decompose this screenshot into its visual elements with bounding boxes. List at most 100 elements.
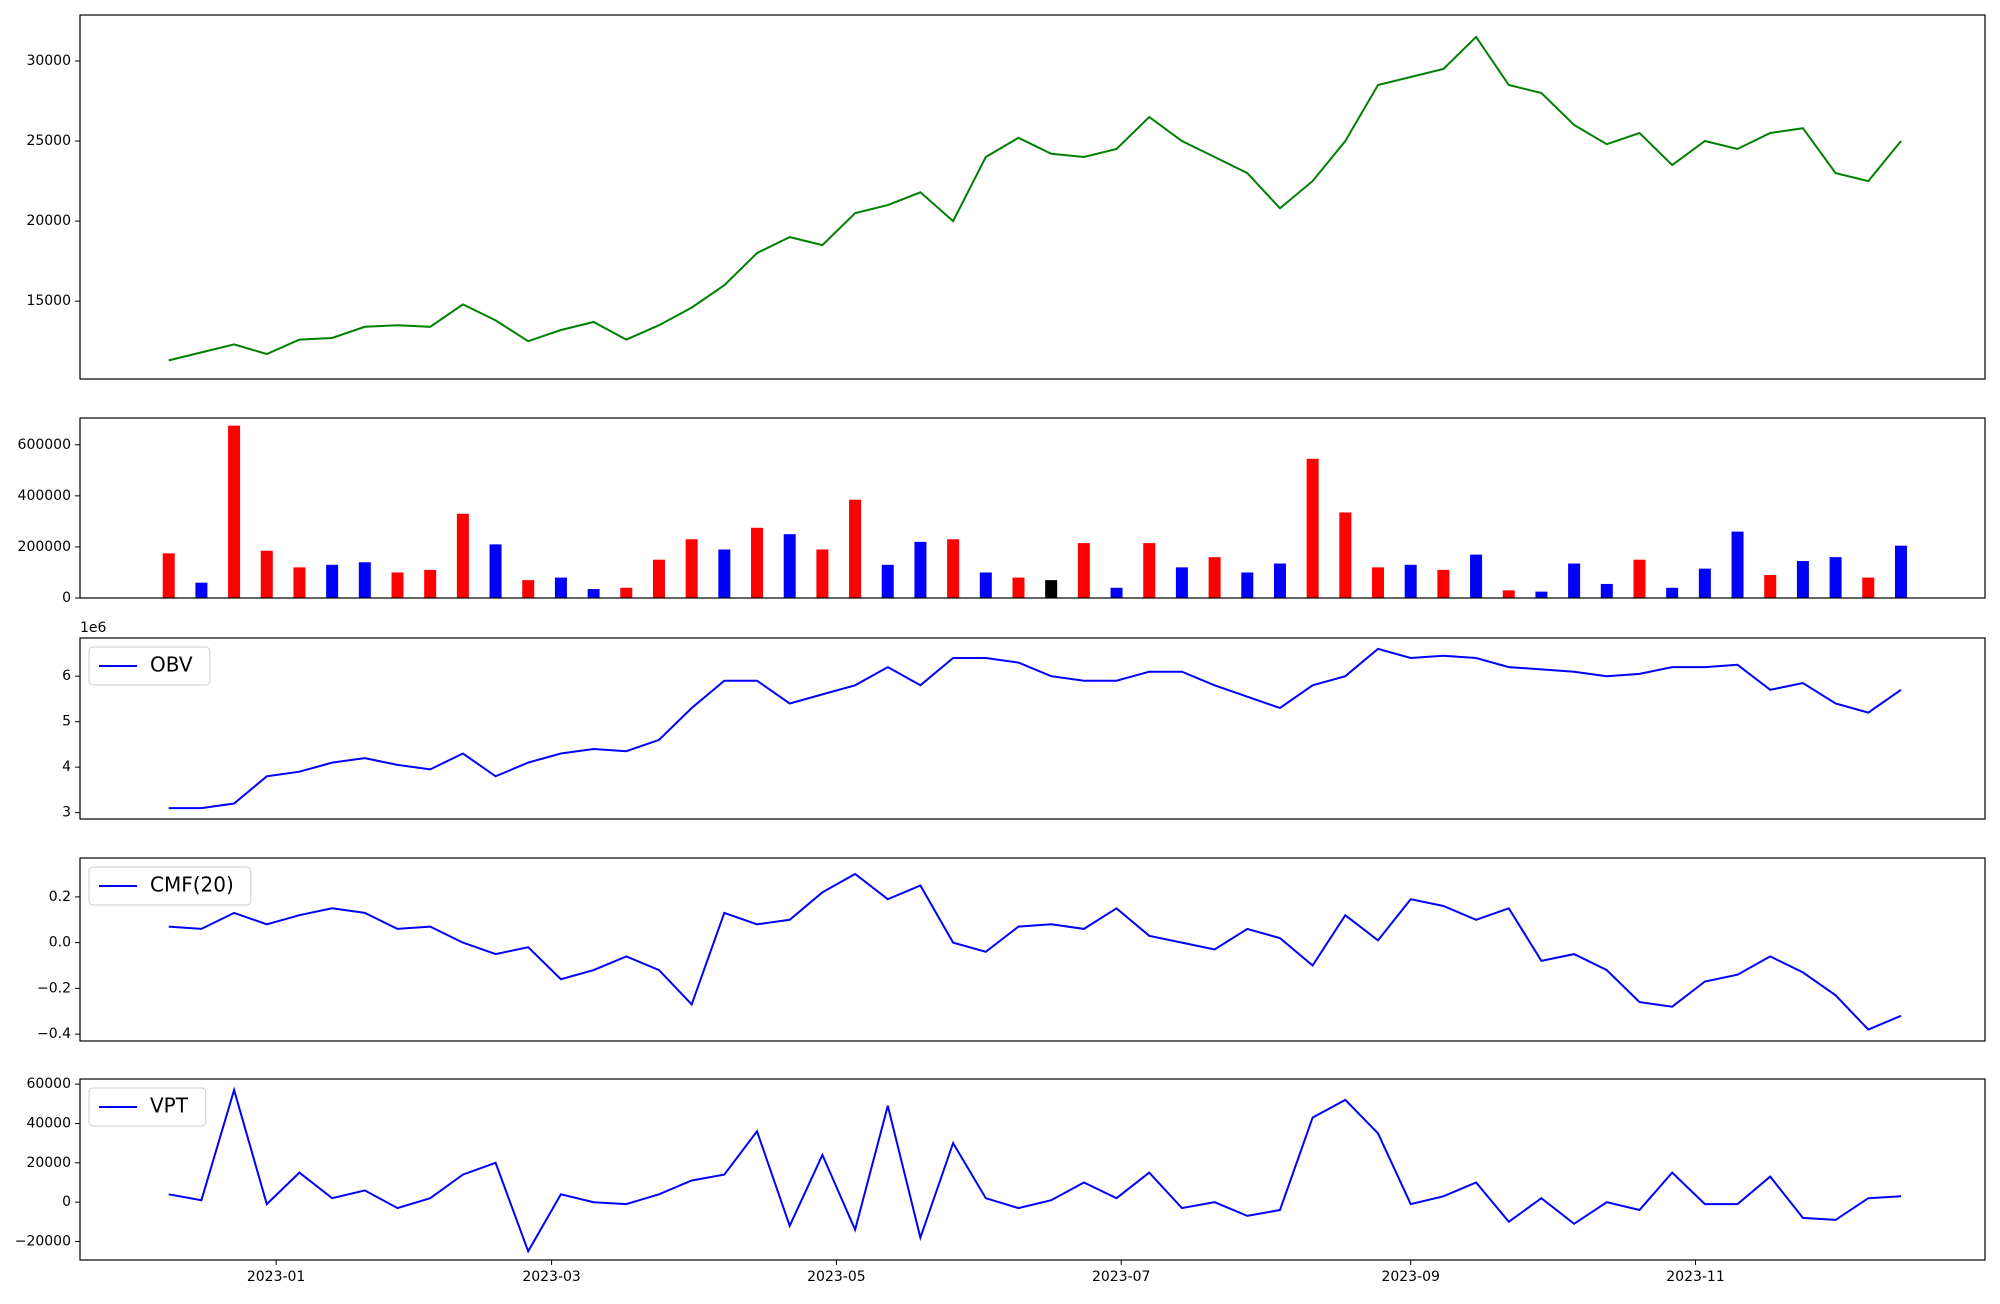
volume-bar: [1012, 577, 1025, 598]
y-tick-label: 25000: [26, 133, 71, 149]
y-tick-label: 0.2: [49, 889, 71, 905]
x-tick-label: 2023-05: [807, 1269, 866, 1285]
volume-bar: [456, 513, 469, 598]
y-tick-label: 15000: [26, 293, 71, 309]
volume-bar: [1796, 560, 1809, 598]
volume-bar: [1502, 590, 1515, 598]
volume-bar: [1175, 567, 1188, 598]
volume-bar: [751, 527, 764, 598]
volume-bar: [1633, 559, 1646, 598]
y-tick-label: 5: [62, 714, 71, 730]
volume-bar: [587, 589, 600, 598]
y-tick-label: −20000: [15, 1234, 71, 1250]
legend-label: CMF(20): [150, 873, 234, 897]
volume-bar: [652, 559, 665, 598]
y-tick-label: 60000: [26, 1076, 71, 1092]
legend: VPT: [88, 1087, 207, 1127]
series-line: [168, 1086, 1902, 1254]
volume-bar: [1764, 575, 1777, 598]
volume-bar: [1698, 568, 1711, 598]
legend: CMF(20): [88, 866, 252, 906]
axes-frame: [79, 417, 1986, 599]
volume-bar: [620, 587, 633, 598]
volume-bar: [1470, 554, 1483, 598]
y-tick-label: 30000: [26, 53, 71, 69]
axis-offset-label: 1e6: [80, 620, 107, 636]
volume-bar: [1404, 564, 1417, 598]
y-tick-label: 400000: [18, 488, 71, 504]
volume-bar: [554, 577, 567, 598]
volume-bar: [849, 499, 862, 598]
volume-bar: [816, 549, 829, 598]
axes-frame: [79, 1078, 1986, 1261]
legend: OBV: [88, 646, 211, 686]
volume-bar: [326, 564, 339, 598]
volume-bar: [1077, 543, 1090, 598]
volume-bar: [228, 425, 241, 598]
y-tick-label: 40000: [26, 1115, 71, 1131]
volume-bar: [718, 549, 731, 598]
y-tick-label: 20000: [26, 1155, 71, 1171]
volume-bar: [1143, 543, 1156, 598]
volume-bar: [1208, 557, 1221, 598]
axes-frame: [79, 857, 1986, 1042]
y-tick-label: 0: [62, 1194, 71, 1210]
legend-label: OBV: [150, 653, 193, 677]
axes-frame: [79, 637, 1986, 820]
series-line: [168, 872, 1902, 1031]
legend-box: [88, 646, 211, 686]
volume-bar: [358, 562, 371, 598]
volume-bar: [1110, 587, 1123, 598]
y-tick-label: 0.0: [49, 935, 71, 951]
volume-bar: [162, 553, 175, 598]
volume-bar: [1829, 557, 1842, 598]
x-tick-label: 2023-09: [1381, 1269, 1440, 1285]
y-tick-label: 20000: [26, 213, 71, 229]
axes-frame: [79, 14, 1986, 380]
volume-bar: [293, 567, 306, 598]
y-tick-label: −0.4: [37, 1026, 71, 1042]
volume-bar: [685, 539, 698, 598]
x-tick-label: 2023-03: [522, 1269, 581, 1285]
volume-bar: [1372, 567, 1385, 598]
y-tick-label: 4: [62, 759, 71, 775]
volume-bar: [1535, 591, 1548, 598]
volume-bar: [1568, 563, 1581, 598]
volume-bar: [1731, 531, 1744, 598]
volume-bar: [1045, 580, 1058, 598]
series-line: [168, 35, 1902, 362]
volume-bar: [522, 580, 535, 598]
volume-bar: [260, 550, 273, 598]
x-tick-label: 2023-07: [1092, 1269, 1151, 1285]
legend-label: VPT: [150, 1094, 189, 1118]
volume-bar: [1339, 512, 1352, 598]
volume-bar: [391, 572, 404, 598]
volume-bar: [1862, 577, 1875, 598]
volume-bar: [1894, 545, 1907, 598]
volume-bar: [424, 569, 437, 598]
volume-bar: [914, 541, 927, 598]
volume-bar: [1437, 569, 1450, 598]
volume-bar: [947, 539, 960, 598]
volume-bar: [1241, 572, 1254, 598]
volume-bar: [979, 572, 992, 598]
y-tick-label: 0: [62, 590, 71, 606]
y-tick-label: 3: [62, 805, 71, 821]
volume-bar: [1273, 563, 1286, 598]
x-tick-label: 2023-01: [247, 1269, 306, 1285]
y-tick-label: 6: [62, 668, 71, 684]
volume-bar: [783, 534, 796, 598]
volume-bar: [195, 582, 208, 598]
volume-bar: [1666, 587, 1679, 598]
volume-bar: [1600, 583, 1613, 598]
legend-box: [88, 1087, 207, 1127]
x-tick-label: 2023-11: [1666, 1269, 1725, 1285]
volume-bar: [881, 564, 894, 598]
y-tick-label: −0.2: [37, 980, 71, 996]
legend-box: [88, 866, 252, 906]
series-line: [168, 647, 1902, 810]
volume-bar: [1306, 458, 1319, 598]
y-tick-label: 600000: [18, 437, 71, 453]
y-tick-label: 200000: [18, 539, 71, 555]
